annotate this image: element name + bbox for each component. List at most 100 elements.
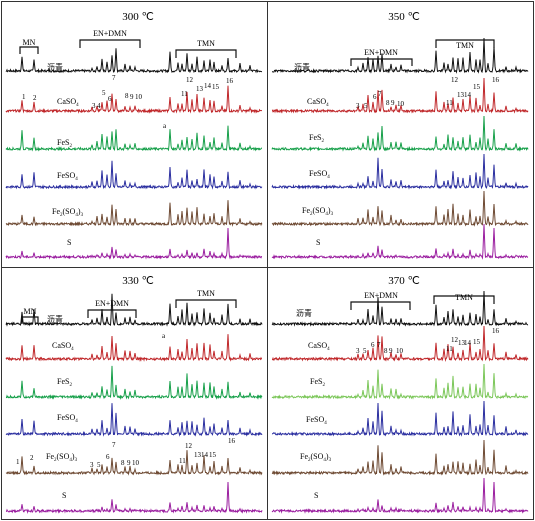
peak-label: 15 [473, 83, 481, 91]
series-label-caso4-330: CaSO4 [52, 341, 74, 352]
peak-label: 5 [102, 89, 106, 97]
series-label-feso4-370: FeSO4 [306, 415, 327, 426]
series-label-fes2-300: FeS2 [57, 138, 72, 149]
bracket-label-en-dmn-370: EN+DMN [364, 291, 398, 300]
bracket-en-dmn-370 [350, 301, 411, 310]
peak-label: 12 [186, 76, 194, 84]
trace-caso4-350 [271, 77, 529, 114]
peak-labels-370: 3 5 6 7 8 9 10 11 12 13 14 15 16 [356, 327, 500, 355]
trace-s-330 [5, 481, 263, 514]
chromatogram-traces [5, 37, 529, 514]
trace-fe2so43-350 [271, 190, 529, 227]
bracket-mn-300 [19, 46, 39, 54]
peak-label: 15 [209, 451, 217, 459]
peak-label: 13 [458, 339, 466, 347]
peak-label: 9 [127, 459, 131, 467]
peak-label: 12 [451, 336, 459, 344]
trace-feso4-300 [5, 160, 263, 190]
peak-label: 11 [446, 345, 453, 353]
trace-fes2-350 [271, 115, 529, 152]
series-label-fes2-350: FeS2 [309, 133, 324, 144]
peak-label: 7 [378, 90, 382, 98]
peak-label: 13 [457, 91, 465, 99]
peak-label: 4 [97, 102, 101, 110]
peak-label: 16 [492, 327, 500, 335]
peak-label: 10 [132, 459, 140, 467]
series-label-fes2-330: FeS2 [57, 377, 72, 388]
peak-label: 5 [364, 102, 368, 110]
panel-title-330: 330 ℃ [122, 275, 154, 287]
peak-label: 7 [112, 441, 116, 449]
peak-label: 5 [363, 347, 367, 355]
trace-feso4-370 [271, 400, 529, 437]
series-label-caso4-370: CaSO4 [308, 341, 330, 352]
series-label-caso4-300: CaSO4 [57, 97, 79, 108]
bracket-tmn-300 [175, 49, 237, 58]
bracket-label-en-dmn-300: EN+DMN [93, 29, 127, 38]
peak-label: 15 [473, 338, 481, 346]
peak-label: 10 [135, 93, 143, 101]
trace-feso4-330 [5, 403, 263, 437]
peak-label: 13 [196, 85, 204, 93]
series-label-feso4-350: FeSO4 [309, 169, 330, 180]
peak-label: 1 [16, 458, 20, 466]
peak-label: 6 [371, 341, 375, 349]
peak-label: 12 [451, 76, 459, 84]
series-label-feso4-330: FeSO4 [57, 413, 78, 424]
trace-fes2-300 [5, 125, 262, 152]
peak-label: 16 [226, 77, 234, 85]
peak-label: 9 [130, 93, 134, 101]
trace-fe2so43-300 [5, 200, 263, 227]
trace-caso4-370 [271, 325, 529, 362]
trace-fes2-330 [5, 365, 263, 400]
peak-label: 7 [112, 74, 116, 82]
series-label-pitch-300: 沥青 [47, 62, 63, 72]
peak-label: 9 [391, 99, 395, 107]
peak-label: 6 [106, 453, 110, 461]
bracket-label-tmn-300: TMN [197, 39, 215, 48]
peak-label: 12 [185, 442, 193, 450]
trace-s-300 [5, 227, 263, 260]
bracket-label-mn-300: MN [23, 38, 36, 47]
trace-fe2so43-330 [5, 450, 263, 476]
trace-pitch-300 [5, 48, 263, 74]
trace-s-370 [271, 477, 529, 514]
peak-label: 6 [373, 93, 377, 101]
peak-label: 8 [386, 99, 390, 107]
bracket-label-tmn-370: TMN [455, 293, 473, 302]
series-label-fe2so43-370: Fe2(SO4)3 [300, 452, 332, 463]
peak-label: 10 [396, 347, 404, 355]
bracket-mn-330 [21, 316, 39, 324]
trace-pitch-330 [5, 293, 263, 327]
peak-label: 14 [464, 339, 472, 347]
peak-label: 14 [464, 91, 472, 99]
peak-labels-330: 1 2 3 5 6 7 8 9 10 11 12 13 14 15 16 a [16, 332, 236, 469]
peak-label: 8 [125, 92, 129, 100]
bracket-en-dmn-330 [87, 309, 137, 318]
peak-label: 8 [121, 459, 125, 467]
series-label-feso4-300: FeSO4 [57, 171, 78, 182]
series-label-caso4-350: CaSO4 [307, 97, 329, 108]
peak-label: 9 [389, 347, 393, 355]
bracket-label-tmn-350: TMN [456, 41, 474, 50]
series-label-pitch-350: 沥青 [294, 62, 310, 72]
trace-fe2so43-370 [271, 439, 529, 476]
panel-title-350: 350 ℃ [388, 11, 420, 23]
peak-label: 5 [97, 461, 101, 469]
peak-label: 14 [204, 82, 212, 90]
bracket-tmn-350 [435, 39, 495, 48]
bracket-label-tmn-330: TMN [197, 289, 215, 298]
series-label-pitch-370: 沥青 [296, 308, 312, 318]
peak-label: 3 [356, 347, 360, 355]
peak-label: 10 [397, 100, 405, 108]
peak-label: 3 [92, 102, 96, 110]
series-label-s-300: S [67, 238, 71, 247]
trace-pitch-370 [271, 290, 529, 327]
peak-label: 13 [194, 451, 202, 459]
peak-label: a [163, 122, 167, 130]
trace-pitch-350 [271, 37, 529, 74]
bracket-tmn-370 [433, 295, 495, 304]
peak-labels-350: 3 5 6 7 8 9 10 11 12 13 14 15 16 [356, 76, 500, 110]
trace-s-350 [271, 223, 529, 260]
